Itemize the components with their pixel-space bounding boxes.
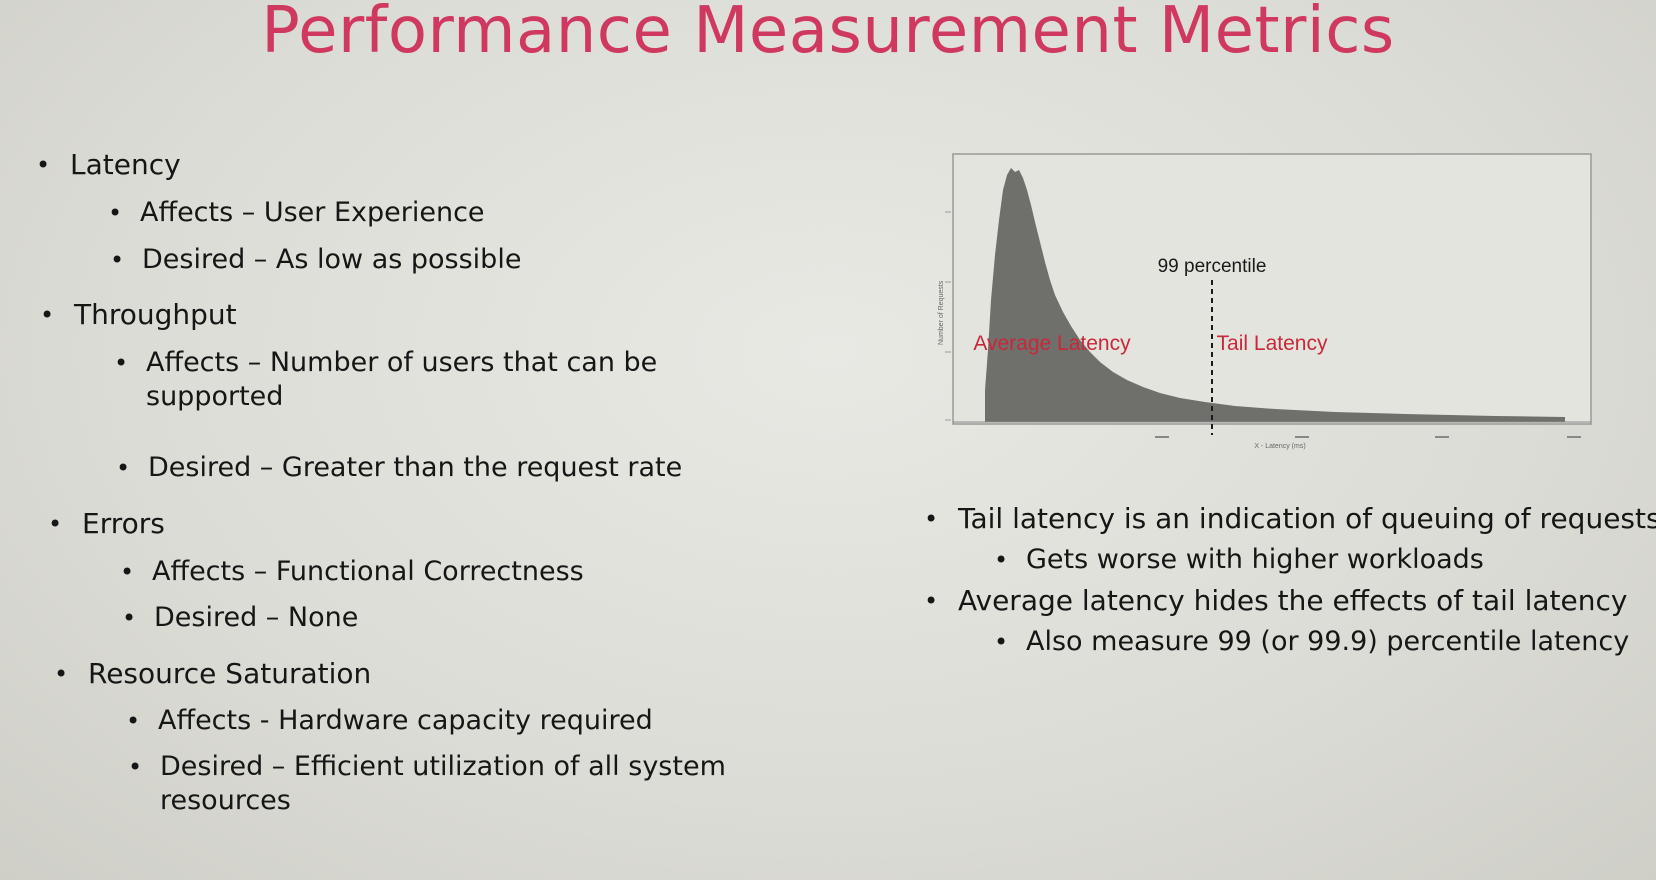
throughput-affects: Affects – Number of users that can be su… [114,346,686,414]
bullet-resource-saturation: Resource Saturation [54,657,371,691]
average-latency-label: Average Latency [973,332,1131,355]
latency-affects: Affects – User Experience [108,196,485,230]
x-tick [1567,436,1581,438]
throughput-desired: Desired – Greater than the request rate [116,451,682,485]
right-bullet-tail-latency: Tail latency is an indication of queuing… [924,502,1656,536]
bullet-errors: Errors [48,507,165,541]
slide-title: Performance Measurement Metrics [261,0,1395,68]
saturation-desired: Desired – Efficient utilization of all s… [128,750,750,818]
tail-latency-label: Tail Latency [1217,332,1328,355]
bullet-throughput: Throughput [40,298,237,332]
errors-desired: Desired – None [122,601,358,635]
x-tick [1155,436,1169,438]
right-bullet-average-latency: Average latency hides the effects of tai… [924,584,1627,618]
right-sub-bullet-workloads: Gets worse with higher workloads [994,543,1484,577]
saturation-affects: Affects - Hardware capacity required [126,704,653,738]
errors-affects: Affects – Functional Correctness [120,555,584,589]
x-tick [1295,436,1309,438]
x-axis-label: X - Latency (ms) [1254,443,1305,450]
bullet-latency: Latency [36,148,181,182]
latency-distribution-area [985,168,1565,422]
y-axis-label: Number of Requests [938,280,945,345]
percentile-99-label: 99 percentile [1158,256,1267,277]
latency-distribution-chart: Number of Requests 99 percentile Average… [935,150,1595,450]
latency-desired: Desired – As low as possible [110,243,521,277]
right-sub-bullet-percentile: Also measure 99 (or 99.9) percentile lat… [994,625,1629,659]
x-tick [1435,436,1449,438]
